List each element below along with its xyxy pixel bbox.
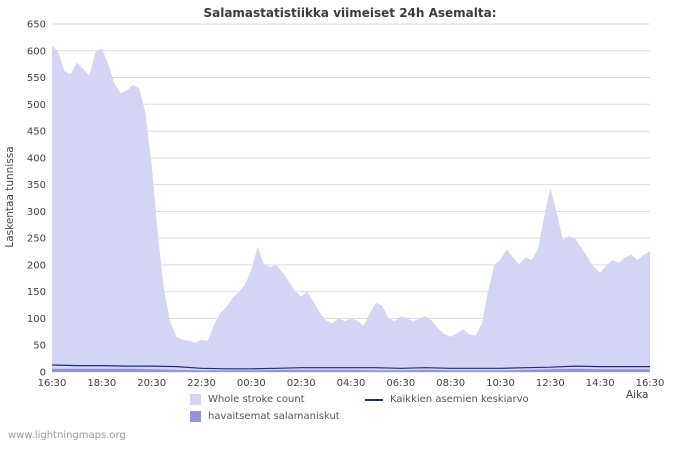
legend-swatch-whole-stroke-count (190, 394, 201, 405)
y-axis-label: Laskentaa tunnissa (4, 146, 16, 248)
legend-label-station-average: Kaikkien asemien keskiarvo (390, 394, 529, 405)
y-tick-label: 150 (27, 287, 46, 298)
y-tick-label: 600 (27, 46, 46, 57)
y-tick-label: 350 (27, 180, 46, 191)
x-tick-label: 16:30 (636, 378, 665, 389)
y-tick-label: 450 (27, 127, 46, 138)
x-tick-label: 20:30 (137, 378, 166, 389)
x-tick-label: 08:30 (436, 378, 465, 389)
x-tick-label: 00:30 (237, 378, 266, 389)
y-tick-label: 250 (27, 234, 46, 245)
chart-title: Salamastatistiikka viimeiset 24h Asemalt… (203, 6, 497, 20)
legend-item-station-average: Kaikkien asemien keskiarvo (365, 394, 529, 405)
legend-line-swatch-station-average (365, 398, 383, 401)
y-tick-label: 400 (27, 153, 46, 164)
legend-swatch-detected-strikes (190, 411, 201, 422)
legend-item-detected-strikes: havaitsemat salamaniskut (190, 411, 365, 422)
area-series (52, 368, 650, 372)
y-tick-label: 0 (40, 368, 46, 379)
average-line (51, 364, 650, 370)
legend-label-whole-stroke-count: Whole stroke count (208, 394, 305, 405)
x-tick-label: 06:30 (386, 378, 415, 389)
legend-label-detected-strikes: havaitsemat salamaniskut (208, 411, 340, 422)
y-tick-label: 650 (27, 20, 46, 31)
y-tick-label: 500 (27, 100, 46, 111)
y-tick-label: 200 (27, 260, 46, 271)
x-tick-label: 22:30 (187, 378, 216, 389)
x-tick-label: 04:30 (337, 378, 366, 389)
x-tick-label: 14:30 (586, 378, 615, 389)
x-tick-label: 16:30 (38, 378, 67, 389)
x-tick-label: 10:30 (486, 378, 515, 389)
x-tick-label: 02:30 (287, 378, 316, 389)
y-tick-label: 300 (27, 207, 46, 218)
x-tick-label: 18:30 (87, 378, 116, 389)
x-axis-label: Aika (626, 389, 649, 401)
area-series (52, 45, 650, 373)
watermark-lightningmaps: www.lightningmaps.org (8, 430, 126, 441)
y-tick-label: 550 (27, 73, 46, 84)
x-tick-label: 12:30 (536, 378, 565, 389)
y-tick-label: 50 (33, 341, 46, 352)
y-tick-label: 100 (27, 314, 46, 325)
chart-legend: Whole stroke count Kaikkien asemien kesk… (190, 394, 529, 422)
legend-item-whole-stroke-count: Whole stroke count (190, 394, 365, 405)
